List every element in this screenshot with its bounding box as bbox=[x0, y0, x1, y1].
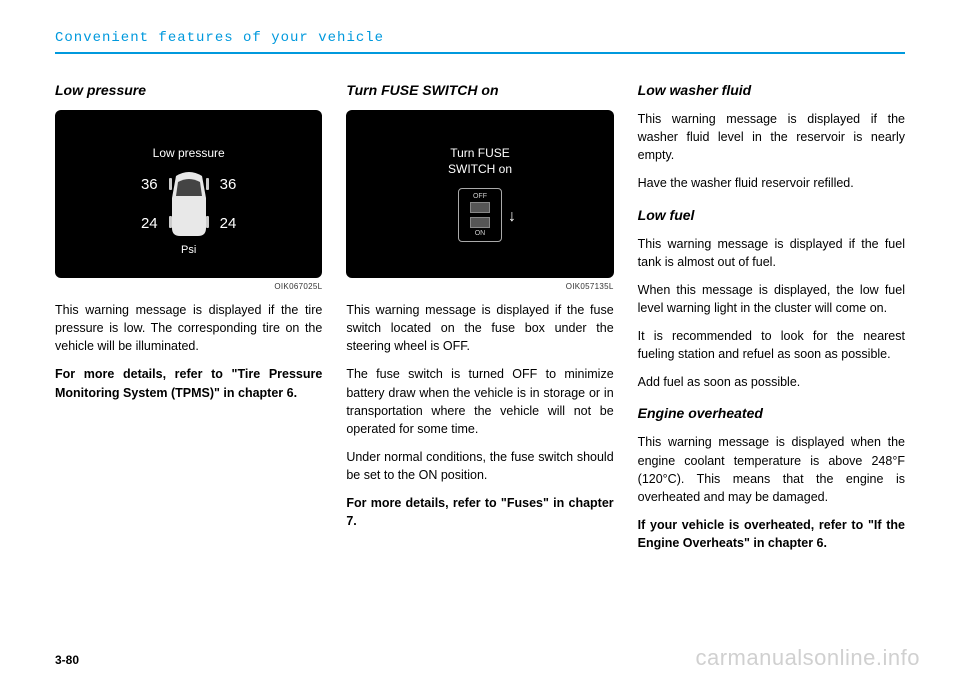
switch-slot-bottom bbox=[470, 217, 490, 228]
column-1: Low pressure Low pressure 36 24 bbox=[55, 82, 322, 562]
switch-icon: OFF ON bbox=[458, 188, 502, 242]
col2-p1: This warning message is displayed if the… bbox=[346, 301, 613, 355]
watermark: carmanualsonline.info bbox=[695, 645, 920, 671]
switch-slot-top bbox=[470, 202, 490, 213]
page-number: 3-80 bbox=[55, 653, 79, 667]
fig-lp-bl: 24 bbox=[141, 215, 158, 232]
heading-low-washer: Low washer fluid bbox=[638, 82, 905, 98]
col3-s2-p3: It is recommended to look for the neares… bbox=[638, 327, 905, 363]
content-columns: Low pressure Low pressure 36 24 bbox=[55, 82, 905, 562]
column-2: Turn FUSE SWITCH on Turn FUSE SWITCH on … bbox=[346, 82, 613, 562]
fig-fs-title-l2: SWITCH on bbox=[448, 162, 512, 176]
figure-fuse-switch: Turn FUSE SWITCH on OFF ON ↓ bbox=[346, 110, 613, 278]
header-rule bbox=[55, 52, 905, 54]
car-icon bbox=[166, 168, 212, 240]
heading-engine-overheated: Engine overheated bbox=[638, 405, 905, 421]
col3-s2-p4: Add fuel as soon as possible. bbox=[638, 373, 905, 391]
fig-fs-title: Turn FUSE SWITCH on bbox=[448, 146, 512, 177]
fig-lp-br: 24 bbox=[220, 215, 237, 232]
fig-lp-tl: 36 bbox=[141, 176, 158, 193]
page-header: Convenient features of your vehicle bbox=[55, 30, 905, 54]
fig-code-1: OIK067025L bbox=[55, 282, 322, 291]
col3-s1-p1: This warning message is displayed if the… bbox=[638, 110, 905, 164]
column-3: Low washer fluid This warning message is… bbox=[638, 82, 905, 562]
switch-off-label: OFF bbox=[473, 193, 487, 200]
fig-code-2: OIK057135L bbox=[346, 282, 613, 291]
col3-s3-p1: This warning message is displayed when t… bbox=[638, 433, 905, 506]
col3-s2-p2: When this message is displayed, the low … bbox=[638, 281, 905, 317]
col2-p4: For more details, refer to "Fuses" in ch… bbox=[346, 494, 613, 530]
fig-fs-title-l1: Turn FUSE bbox=[450, 146, 510, 160]
col3-s3-p2: If your vehicle is overheated, refer to … bbox=[638, 516, 905, 552]
figure-low-pressure: Low pressure 36 24 bbox=[55, 110, 322, 278]
col3-s1-p2: Have the washer fluid reservoir refilled… bbox=[638, 174, 905, 192]
switch-wrapper: OFF ON ↓ bbox=[458, 188, 502, 242]
col1-p1: This warning message is displayed if the… bbox=[55, 301, 322, 355]
col3-s2-p1: This warning message is displayed if the… bbox=[638, 235, 905, 271]
fig-lp-body: 36 24 36 bbox=[141, 168, 236, 240]
col2-p2: The fuse switch is turned OFF to minimiz… bbox=[346, 365, 613, 438]
switch-on-label: ON bbox=[475, 230, 486, 237]
chapter-title: Convenient features of your vehicle bbox=[55, 30, 905, 52]
page: Convenient features of your vehicle Low … bbox=[0, 0, 960, 582]
arrow-down-icon: ↓ bbox=[508, 208, 516, 226]
fig-lp-unit: Psi bbox=[181, 244, 196, 256]
col2-p3: Under normal conditions, the fuse switch… bbox=[346, 448, 613, 484]
fig-lp-tr: 36 bbox=[220, 176, 237, 193]
heading-low-fuel: Low fuel bbox=[638, 207, 905, 223]
heading-low-pressure: Low pressure bbox=[55, 82, 322, 98]
fig-lp-title: Low pressure bbox=[153, 146, 225, 160]
col1-p2: For more details, refer to "Tire Pressur… bbox=[55, 365, 322, 401]
heading-fuse-switch: Turn FUSE SWITCH on bbox=[346, 82, 613, 98]
